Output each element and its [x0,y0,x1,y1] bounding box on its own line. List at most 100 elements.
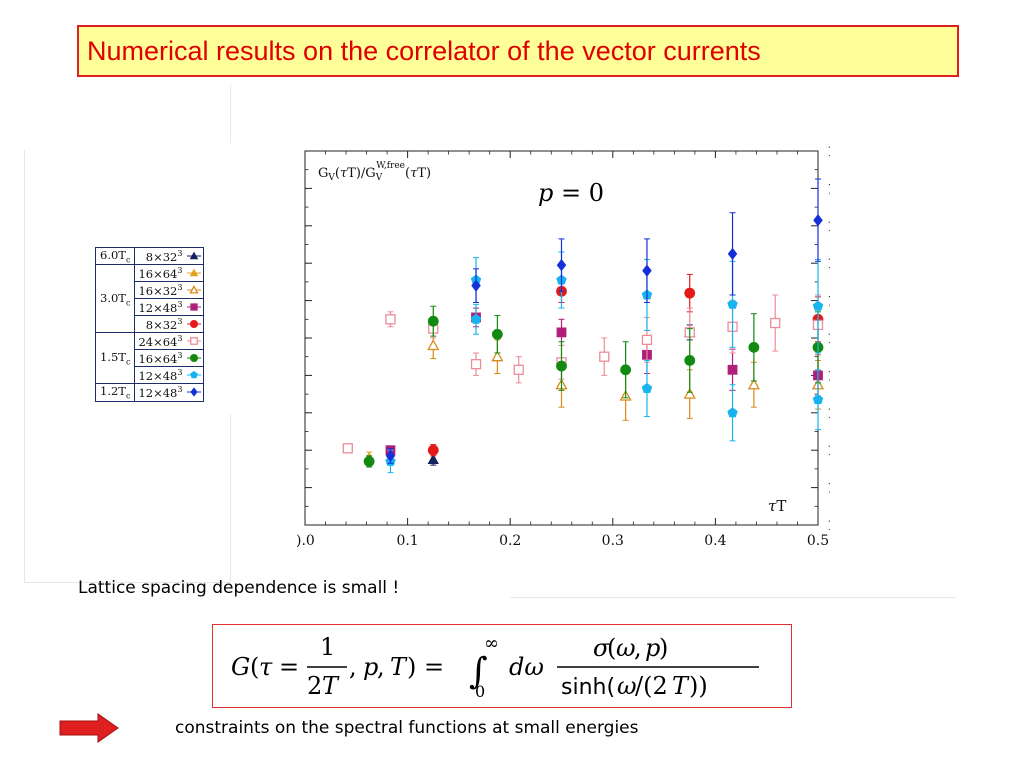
data-point [727,298,738,309]
legend-lattice: 12×483 [134,366,186,385]
data-point [748,341,760,353]
data-point [747,378,760,390]
legend-symbol [185,264,205,283]
x-tick-label: 0.3 [602,533,624,549]
data-point [427,444,439,456]
data-point [770,317,781,329]
legend-lattice: 16×643 [134,264,186,283]
svg-text:T: T [672,672,690,700]
data-point [427,339,440,351]
legend-symbol [185,315,205,334]
frame-line-bottom [24,582,230,583]
data-point [727,247,738,261]
legend-marker-icon [190,387,199,398]
data-point [683,387,696,399]
y-tick-label: 1.02 [827,481,830,497]
legend-symbol [185,349,205,368]
legend-row: 1.5Tc 24×643 [94,332,205,385]
data-point [642,264,652,277]
correlator-chart: ).0 0.1 0.2 0.3 0.4 0.51.00 1.02 1.04 1.06 1.08 1.… [296,144,830,549]
legend-lattice: 16×643 [134,349,186,368]
svg-text:): ) [659,634,668,662]
data-point [684,287,696,299]
legend-row: 12×483 [96,298,205,317]
svg-text:σ: σ [593,634,610,662]
svg-text:∫: ∫ [469,651,488,692]
legend-marker-icon [190,320,199,329]
data-point [491,350,504,362]
legend-lattice: 8×323 [134,246,186,266]
legend-symbol [185,298,205,317]
y-tick-label: 1.12 [827,294,830,310]
svg-text:2: 2 [307,672,322,700]
x-tick-label: 0.4 [704,533,726,549]
y-tick-label: 1.16 [827,219,830,235]
frame-line-right [230,414,231,582]
legend-symbol [185,383,205,402]
svg-text:ω: ω [617,672,637,700]
frame-line-left [24,150,25,582]
svg-text:/(2: /(2 [635,672,668,700]
data-point [513,364,524,375]
legend-marker-icon [190,354,199,363]
svg-text:sinh(: sinh( [561,675,615,700]
legend-lattice: 8×323 [134,315,186,334]
data-points [342,178,825,474]
data-point [684,355,696,366]
y-tick-label: 1.14 [827,256,830,272]
legend-row: 16×323 [96,281,205,300]
formula-box: G ( τ = 1 2 T , p , T ) = ∫ ∞ 0 dω σ ( ω… [212,624,792,708]
svg-text:)): )) [689,672,708,700]
data-point [385,449,396,462]
x-tick-label: 0.1 [396,533,418,549]
data-point [727,364,738,375]
conclusion-text: constraints on the spectral functions at… [175,718,639,738]
svg-text:∞: ∞ [484,633,499,654]
frame-line-top [230,85,231,143]
data-point [812,394,824,405]
y-tick-label: 1.10 [827,331,830,347]
svg-text:=: = [279,653,299,681]
data-point [556,327,567,338]
svg-text:,: , [349,653,357,681]
legend-row: 1.2Tc 12×483 [94,383,205,402]
legend-row: 3.0Tc 16×643 [94,264,205,334]
data-point [427,453,439,464]
svg-text:,: , [634,634,642,662]
data-point [641,334,653,346]
data-point [427,315,439,327]
legend-temperature: 1.5Tc [94,332,136,385]
svg-text:,: , [377,653,385,681]
legend-symbol [185,281,205,300]
data-point [727,407,738,418]
data-point [363,456,375,467]
data-point [641,382,653,393]
x-axis-label: τT [768,497,786,515]
chart-annotation: p = 0 [538,179,604,207]
caption-text: Lattice spacing dependence is small ! [78,578,400,598]
legend-temperature: 6.0Tc [94,246,136,266]
legend-marker-icon [190,303,199,311]
legend-temperature: 3.0Tc [94,264,136,334]
data-point [812,300,824,311]
data-point [813,214,823,227]
data-point [471,279,481,292]
legend-marker-icon [189,285,200,294]
data-point [556,258,567,272]
legend-lattice: 12×483 [134,383,186,402]
legend-marker-icon [190,371,199,379]
x-tick-label: 0.2 [499,533,521,549]
svg-text:p: p [363,653,378,681]
legend-lattice: 24×643 [134,332,186,351]
legend-marker-icon [190,251,199,260]
svg-text:τ: τ [259,653,273,681]
legend-marker-icon [190,337,199,346]
legend-row: 6.0Tc 8×323 [94,246,205,266]
svg-text:dω: dω [509,653,544,681]
data-point [620,364,632,376]
svg-text:G: G [231,653,250,681]
y-tick-label: 1.08 [827,368,830,384]
svg-text:(: ( [607,634,616,662]
data-point [470,359,482,370]
x-tick-label: ).0 [296,533,315,549]
